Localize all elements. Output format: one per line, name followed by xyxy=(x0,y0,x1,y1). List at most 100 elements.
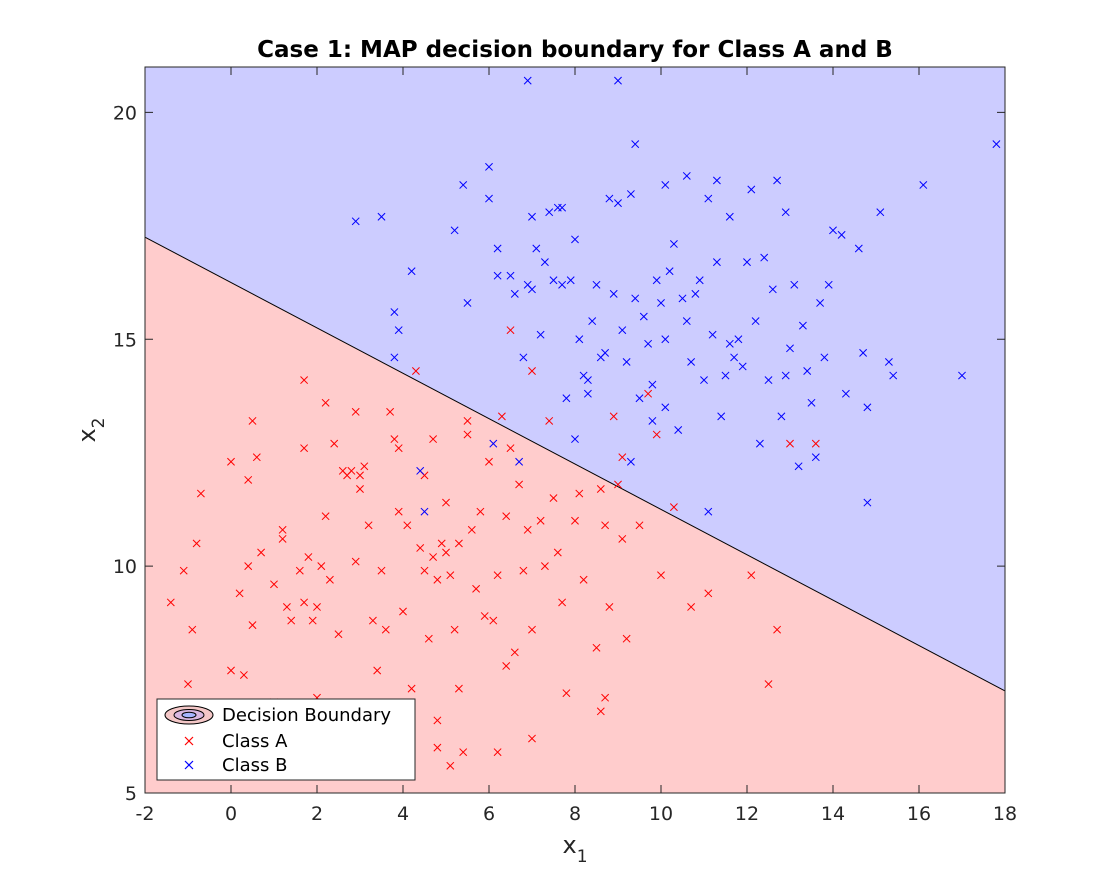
data-point xyxy=(282,603,291,611)
data-point xyxy=(506,444,515,453)
data-point xyxy=(351,557,360,566)
data-point xyxy=(562,689,571,698)
data-point xyxy=(166,598,175,607)
data-point xyxy=(609,289,618,298)
data-point xyxy=(704,194,713,203)
data-point xyxy=(562,394,571,403)
data-point xyxy=(433,716,442,725)
data-point xyxy=(287,616,296,625)
data-point xyxy=(300,598,309,607)
data-point xyxy=(773,625,782,634)
data-point xyxy=(523,525,532,534)
data-point xyxy=(502,512,511,521)
data-point xyxy=(876,208,885,217)
scatter-points xyxy=(166,76,1001,770)
data-point xyxy=(811,439,820,448)
data-point xyxy=(781,371,790,380)
data-point xyxy=(622,634,631,643)
data-point xyxy=(407,684,416,693)
legend-class-a-marker xyxy=(184,736,194,746)
data-point xyxy=(644,389,653,398)
data-point xyxy=(682,171,691,180)
x-tick-label: 18 xyxy=(993,803,1017,825)
data-point xyxy=(300,376,309,385)
x-tick-label: 4 xyxy=(397,803,409,825)
x-tick-label: 0 xyxy=(225,803,237,825)
data-point xyxy=(390,435,399,444)
data-point xyxy=(278,534,287,543)
data-point xyxy=(786,344,794,353)
data-point xyxy=(700,376,708,385)
data-point xyxy=(558,280,567,289)
data-point xyxy=(811,453,820,462)
data-point xyxy=(571,516,579,525)
data-point xyxy=(725,212,734,221)
data-point xyxy=(454,684,463,693)
data-point xyxy=(459,181,468,189)
x-tick-label: 6 xyxy=(483,803,495,825)
data-point xyxy=(691,289,700,298)
data-point xyxy=(252,453,261,462)
data-point xyxy=(416,544,425,552)
data-point xyxy=(227,666,235,675)
data-point xyxy=(571,435,579,444)
data-point xyxy=(411,367,420,375)
data-point xyxy=(356,485,364,493)
x-axis-label: x1 xyxy=(562,831,587,867)
data-point xyxy=(635,394,644,403)
data-point xyxy=(356,471,364,480)
data-point xyxy=(502,661,511,670)
data-point xyxy=(614,76,622,85)
data-point xyxy=(837,230,846,239)
data-point xyxy=(803,367,812,375)
data-point xyxy=(545,208,554,217)
data-point xyxy=(669,240,678,248)
data-point xyxy=(773,176,782,185)
data-point xyxy=(377,566,386,575)
data-point xyxy=(528,285,536,294)
data-point xyxy=(575,489,584,498)
data-point xyxy=(682,317,691,326)
data-point xyxy=(661,335,670,344)
data-point xyxy=(467,525,476,534)
data-point xyxy=(704,507,713,516)
data-point xyxy=(652,430,661,439)
data-point xyxy=(631,294,640,303)
y-axis-label-main: x xyxy=(73,428,101,442)
data-point xyxy=(450,226,459,235)
data-point xyxy=(618,534,627,543)
data-point xyxy=(244,562,253,571)
data-point xyxy=(657,571,665,580)
data-point xyxy=(399,607,407,616)
data-point xyxy=(270,580,278,589)
data-point xyxy=(734,335,743,344)
data-point xyxy=(497,412,506,421)
data-point xyxy=(725,339,734,348)
data-point xyxy=(510,289,519,298)
data-point xyxy=(566,276,575,285)
data-point xyxy=(592,280,601,289)
data-point xyxy=(747,571,756,580)
data-point xyxy=(622,357,631,366)
data-point xyxy=(704,589,713,598)
data-point xyxy=(687,357,696,366)
data-point xyxy=(601,348,610,357)
y-tick-label: 5 xyxy=(125,783,137,805)
data-point xyxy=(536,516,545,525)
data-point xyxy=(390,308,399,316)
data-point xyxy=(721,371,730,380)
data-point xyxy=(351,407,360,416)
data-point xyxy=(325,575,334,584)
data-point xyxy=(794,462,803,471)
data-point xyxy=(540,562,549,571)
data-point xyxy=(463,416,472,425)
data-point xyxy=(609,412,618,421)
data-point xyxy=(317,562,326,571)
data-point xyxy=(532,244,541,253)
data-point xyxy=(601,521,610,530)
y-axis-label: x2 xyxy=(73,417,109,442)
data-point xyxy=(863,403,872,412)
data-point xyxy=(313,603,321,611)
data-point xyxy=(188,625,197,634)
